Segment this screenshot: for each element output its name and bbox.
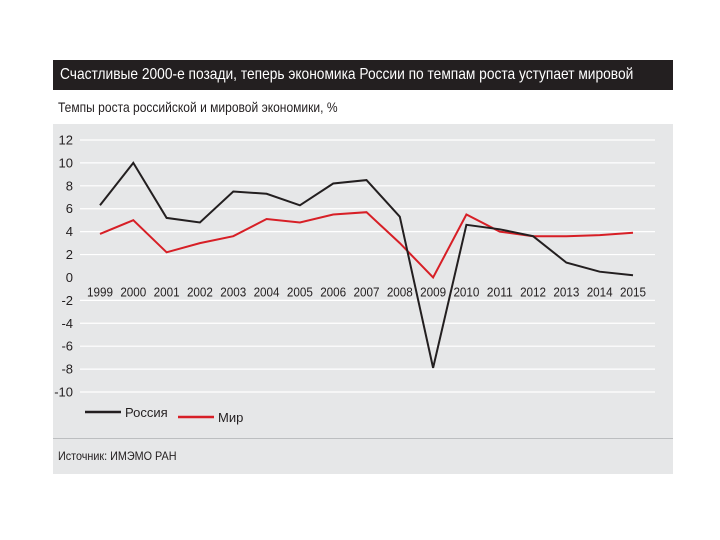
x-axis-ticks: 1999 2000 2001 2002 2003 2004 2005 2006 2007 2008… (87, 284, 646, 299)
y-tick-label: -6 (61, 339, 73, 354)
x-tick-label: 2012 (520, 284, 546, 299)
legend-label: Мир (218, 410, 243, 425)
x-tick-label: 2011 (487, 284, 513, 299)
y-tick-label: 12 (59, 133, 73, 148)
source-divider (53, 438, 673, 439)
subtitle-bar: Темпы роста российской и мировой экономи… (53, 90, 673, 124)
y-tick-label: 4 (66, 224, 73, 239)
y-tick-label: 10 (59, 155, 73, 170)
x-tick-label: 2014 (587, 284, 613, 299)
chart-subtitle: Темпы роста российской и мировой экономи… (58, 99, 338, 115)
y-tick-label: 2 (66, 247, 73, 262)
y-tick-label: -2 (61, 293, 73, 308)
x-tick-label: 2013 (553, 284, 579, 299)
x-tick-label: 2007 (354, 284, 380, 299)
x-tick-label: 2006 (320, 284, 346, 299)
y-tick-label: 8 (66, 178, 73, 193)
y-tick-label: 0 (66, 270, 73, 285)
y-tick-label: -8 (61, 362, 73, 377)
line-chart: 12 10 8 6 4 2 0 -2 -4 -6 -8 -10 1999 2000 2001 2002 200… (54, 133, 655, 425)
series-lines (99, 161, 634, 369)
source-note: Источник: ИМЭМО РАН (58, 449, 177, 463)
title-bar: Счастливые 2000-е позади, теперь экономи… (53, 60, 673, 90)
chart-title: Счастливые 2000-е позади, теперь экономи… (60, 66, 634, 83)
x-tick-label: 2008 (387, 284, 413, 299)
x-tick-label: 2010 (453, 284, 479, 299)
legend-label: Россия (125, 405, 168, 420)
x-tick-label: 2001 (154, 284, 180, 299)
x-tick-label: 2005 (287, 284, 313, 299)
x-tick-label: 2009 (420, 284, 446, 299)
y-tick-label: 6 (66, 201, 73, 216)
x-tick-label: 2015 (620, 284, 646, 299)
chart-figure: Счастливые 2000-е позади, теперь экономи… (53, 60, 673, 474)
gridlines (80, 139, 655, 393)
y-axis-ticks: 12 10 8 6 4 2 0 -2 -4 -6 -8 -10 (54, 133, 73, 400)
x-tick-label: 2004 (254, 284, 280, 299)
y-tick-label: -10 (54, 385, 73, 400)
x-tick-label: 2000 (120, 284, 146, 299)
series-line (99, 211, 634, 280)
legend: Россия Мир (85, 405, 243, 425)
series-line (99, 161, 634, 369)
x-tick-label: 2002 (187, 284, 213, 299)
x-tick-label: 1999 (87, 284, 113, 299)
y-tick-label: -4 (61, 316, 73, 331)
x-tick-label: 2003 (220, 284, 246, 299)
